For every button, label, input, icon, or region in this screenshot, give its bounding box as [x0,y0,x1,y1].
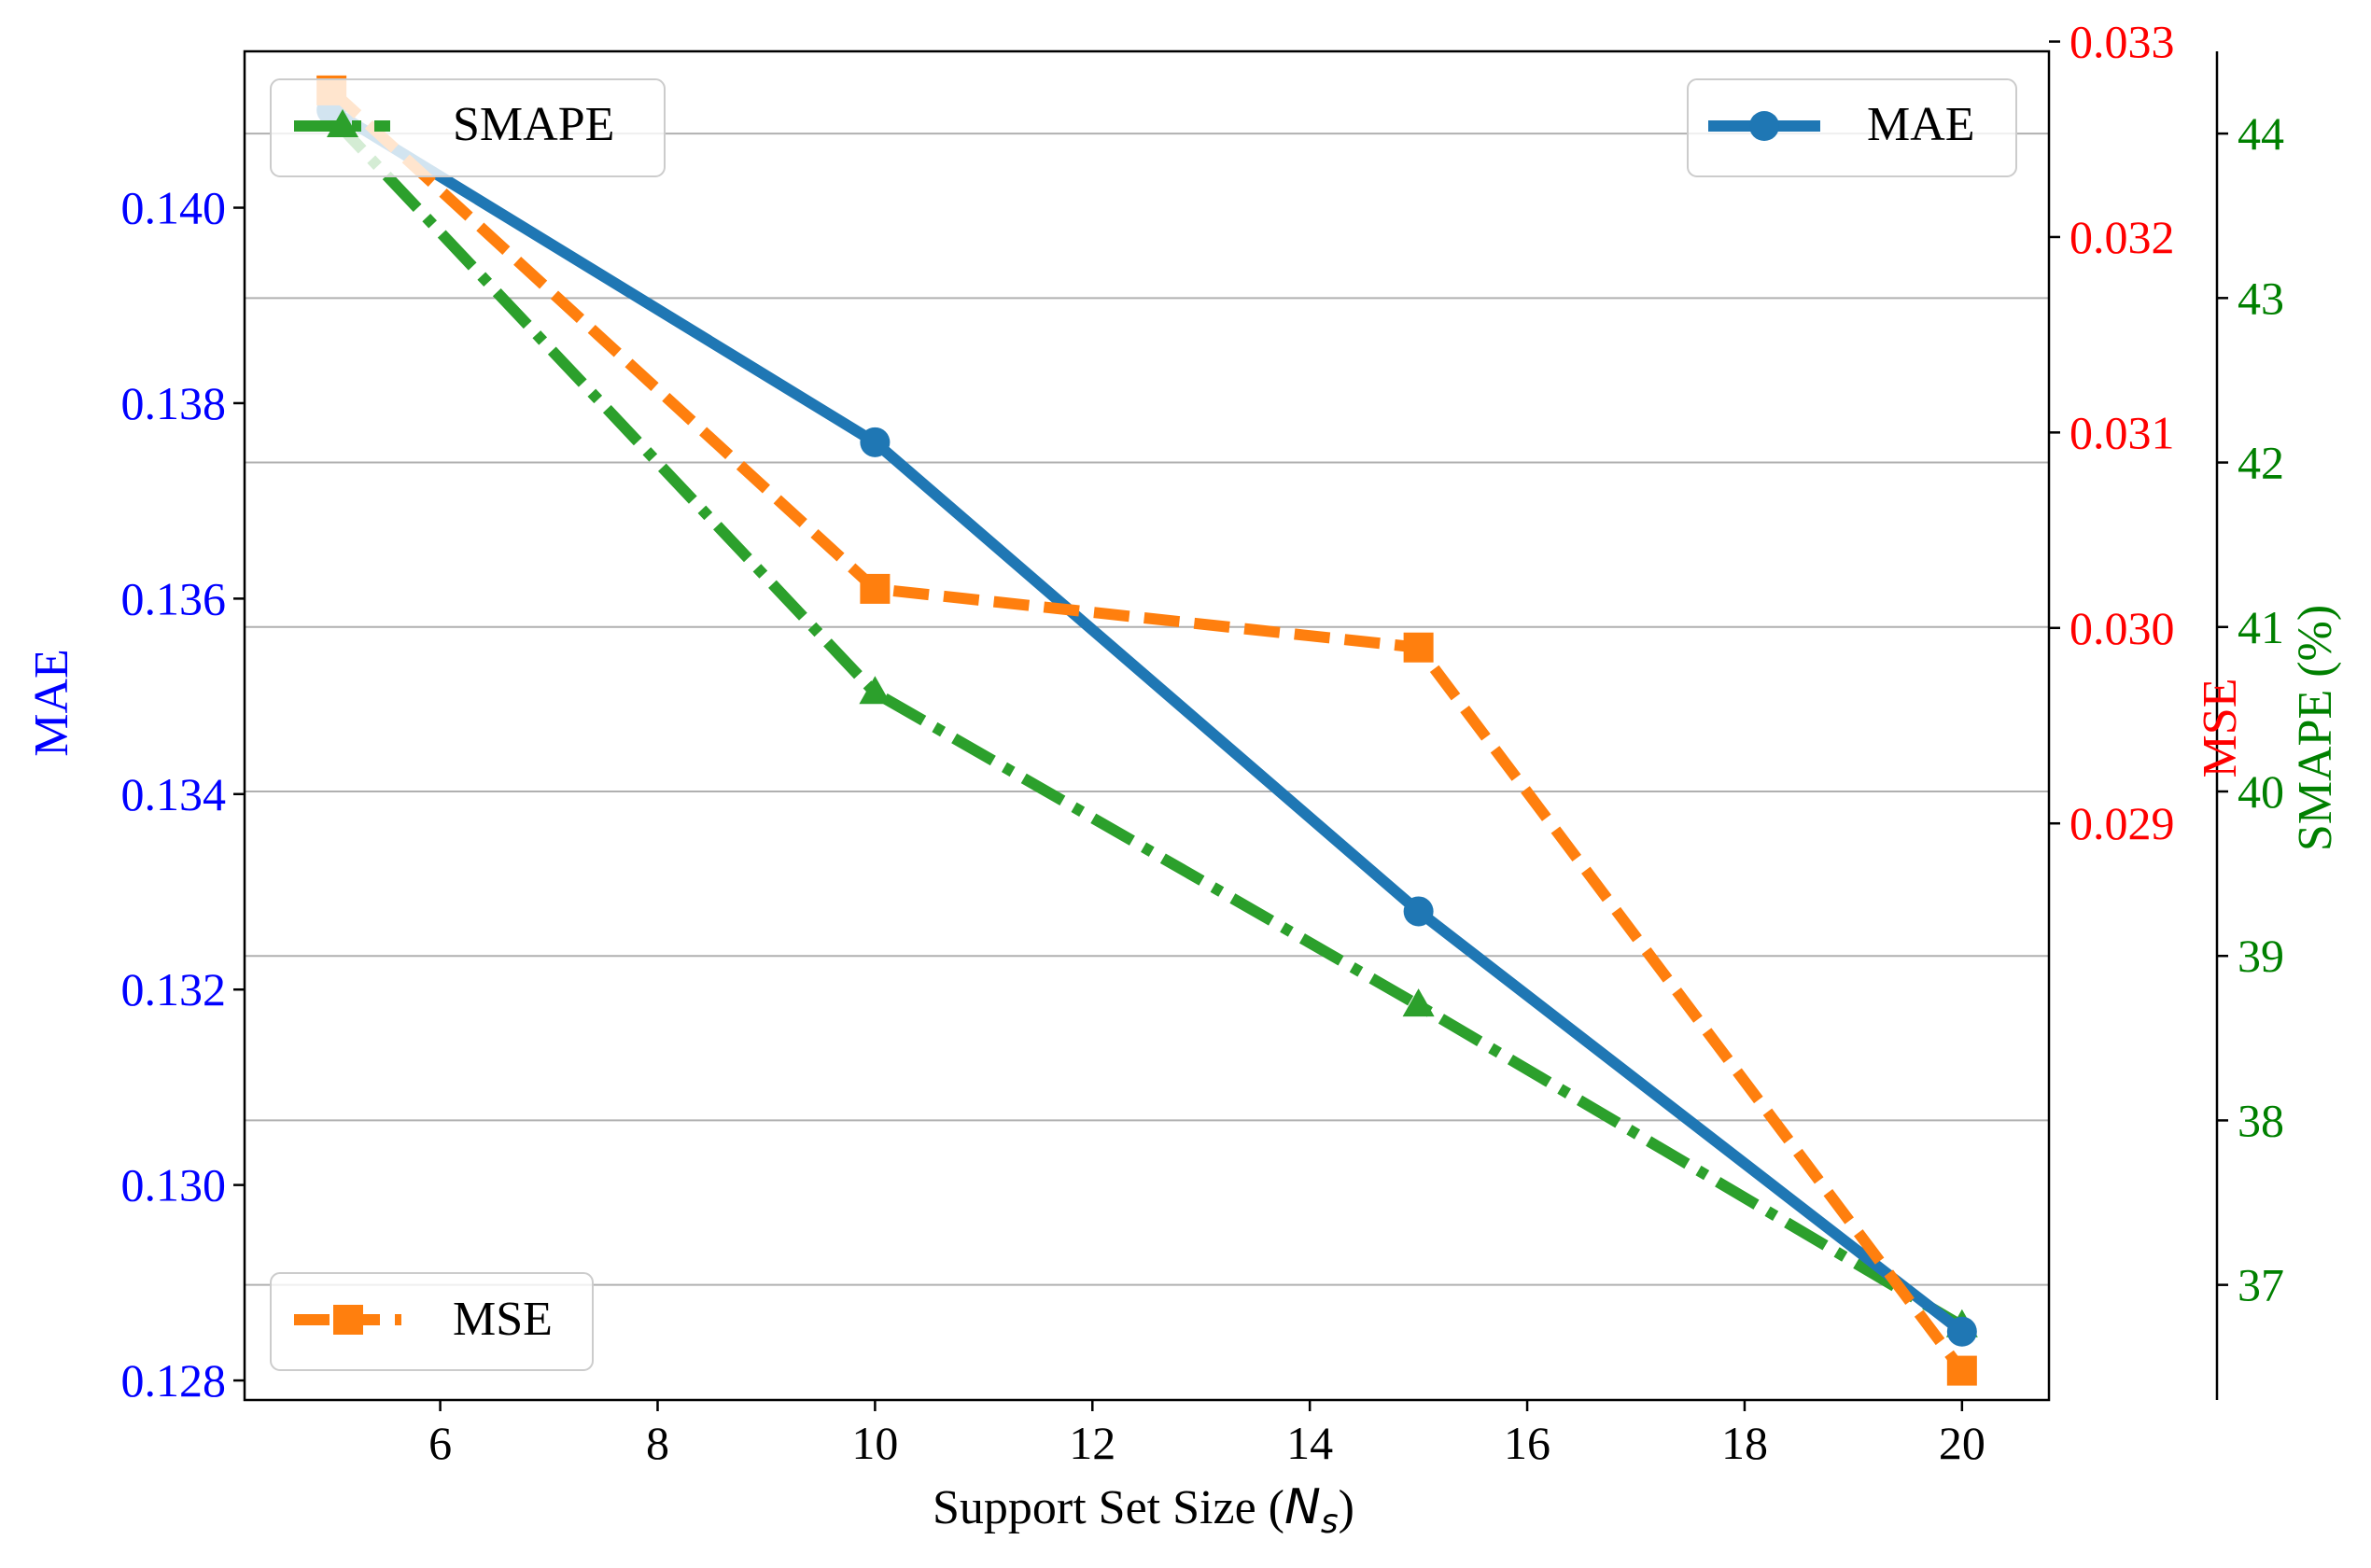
y-tick-label: 0.032 [2069,211,2175,263]
mse-axis: 0.029 0.030 0.031 0.032 0.033 [2049,16,2175,849]
x-tick-label: 14 [1286,1417,1333,1469]
y-tick-label: 0.030 [2069,602,2175,654]
data-point-mae [1946,1316,1977,1347]
y-tick-label: 0.029 [2069,797,2175,849]
y-tick-label: 43 [2238,272,2284,324]
y-tick-label: 38 [2238,1094,2284,1146]
x-axis-title: Support Set Size (Ns) [933,1479,1354,1541]
legend-label-mse: MSE [453,1293,553,1346]
y-tick-label: 0.134 [121,768,227,820]
y-tick-label: 0.138 [121,377,227,429]
legend-label-smape: SMAPE [453,98,614,151]
legend-square-marker [333,1305,363,1335]
data-point-mae [1403,896,1434,927]
y-tick-label: 41 [2238,601,2284,653]
y-tick-label: 0.031 [2069,406,2175,458]
series-line-mae [329,105,1966,1337]
smape-axis: 37 38 39 40 41 42 43 44 [2215,51,2284,1400]
legend-smape: SMAPE [270,78,666,177]
data-point-mse [1403,632,1434,663]
mae-axis-title: MAE [25,649,78,757]
x-axis: 6 8 10 12 14 16 18 20 [428,1400,1985,1469]
data-point-smape [1402,988,1435,1017]
legend-mae: MAE [1687,78,2017,177]
y-tick-label: 0.130 [121,1159,227,1211]
series-line-smape [327,113,1965,1331]
smape-axis-title: SMAPE (%) [2289,605,2342,851]
x-tick-label: 16 [1504,1417,1550,1469]
legend-circle-marker [1749,111,1779,141]
y-tick-label: 42 [2238,437,2284,489]
series-group [316,75,1978,1386]
y-tick-label: 0.140 [121,182,227,234]
y-tick-label: 37 [2238,1259,2284,1311]
x-tick-label: 18 [1721,1417,1768,1469]
y-tick-label: 39 [2238,930,2284,982]
y-tick-label: 0.128 [121,1354,227,1407]
x-tick-label: 6 [428,1417,452,1469]
y-tick-label: 40 [2238,765,2284,818]
data-point-mse [1946,1355,1977,1386]
y-tick-label: 0.033 [2069,16,2175,68]
y-tick-label: 0.132 [121,963,227,1015]
plot-frame [243,49,2051,1402]
mse-axis-title: MSE [2194,679,2247,778]
data-point-mse [860,573,891,604]
legend-label-mae: MAE [1867,98,1975,151]
legend-mse: MSE [270,1272,594,1371]
legend-triangle-marker [327,109,358,137]
x-tick-label: 8 [646,1417,669,1469]
data-point-smape [859,676,891,705]
x-tick-label: 10 [851,1417,898,1469]
data-point-mae [860,427,891,457]
x-tick-label: 20 [1939,1417,1985,1469]
x-tick-label: 12 [1069,1417,1115,1469]
mae-axis: 0.128 0.130 0.132 0.134 0.136 0.138 0.140 [121,182,245,1407]
y-tick-label: 44 [2238,107,2284,160]
y-tick-label: 0.136 [121,572,227,624]
series-line-mse [328,86,1967,1375]
